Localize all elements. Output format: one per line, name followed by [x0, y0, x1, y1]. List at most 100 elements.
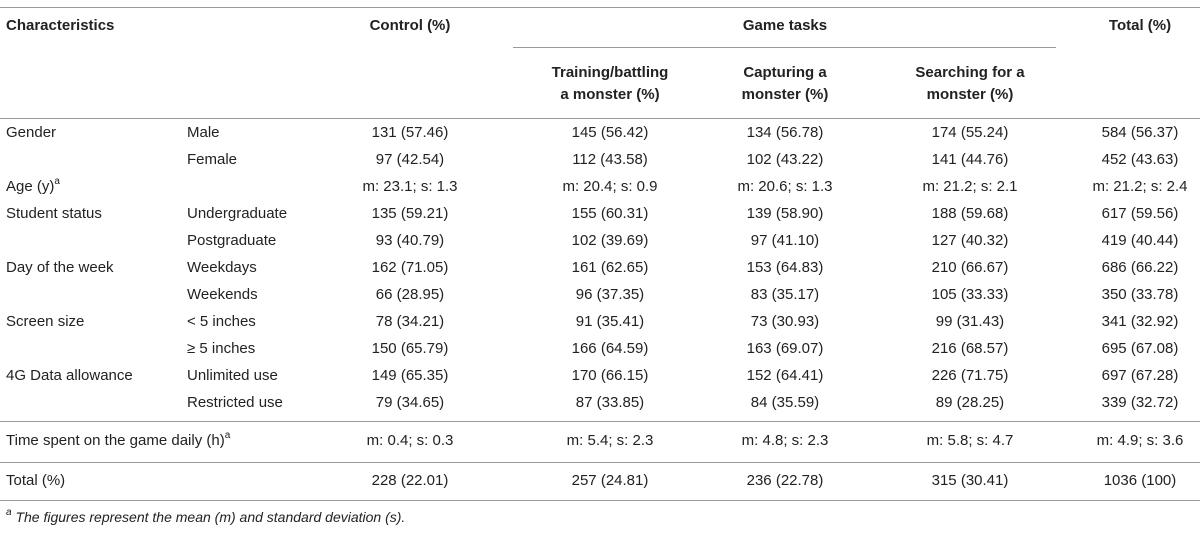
- row-sub-label: Female: [187, 151, 238, 168]
- row-capturing: m: 20.6; s: 1.3: [737, 178, 833, 195]
- row-sub-label: Undergraduate: [187, 205, 288, 222]
- time-row-label-text: Time spent on the game daily (h): [6, 432, 225, 449]
- row-total: 350 (33.78): [1101, 286, 1179, 303]
- total-row-searching: 315 (30.41): [931, 472, 1009, 489]
- time-row-label-sup: a: [224, 430, 231, 441]
- row-searching: 89 (28.25): [935, 394, 1005, 411]
- header-characteristics: Characteristics: [6, 17, 115, 34]
- row-group-label: 4G Data allowance: [6, 367, 133, 384]
- row-training: 155 (60.31): [571, 205, 649, 222]
- row-searching: 188 (59.68): [931, 205, 1009, 222]
- row-training: 170 (66.15): [571, 367, 649, 384]
- row-sub-label: Weekends: [187, 286, 258, 303]
- row-control: 162 (71.05): [371, 259, 449, 276]
- row-control: 131 (57.46): [371, 124, 449, 141]
- row-total: 341 (32.92): [1101, 313, 1179, 330]
- row-training: 166 (64.59): [571, 340, 649, 357]
- row-sub-label: ≥ 5 inches: [187, 340, 256, 357]
- row-total: 697 (67.28): [1101, 367, 1179, 384]
- row-group-label: Day of the week: [6, 259, 114, 276]
- row-searching: 141 (44.76): [931, 151, 1009, 168]
- table-bottom-rule: [0, 500, 1200, 501]
- row-total: 452 (43.63): [1101, 151, 1179, 168]
- row-group-label-sup: a: [54, 176, 60, 187]
- header-bottom-rule: [0, 118, 1200, 119]
- row-searching: 127 (40.32): [931, 232, 1009, 249]
- header-total: Total (%): [1108, 17, 1172, 34]
- total-row-control: 228 (22.01): [371, 472, 449, 489]
- row-searching: 105 (33.33): [931, 286, 1009, 303]
- row-capturing: 139 (58.90): [746, 205, 824, 222]
- header-task-capturing-line1: Capturing a: [743, 64, 827, 81]
- row-training: 161 (62.65): [571, 259, 649, 276]
- row-control: 97 (42.54): [375, 151, 445, 168]
- row-capturing: 163 (69.07): [746, 340, 824, 357]
- row-sub-label: Restricted use: [187, 394, 283, 411]
- row-total: 339 (32.72): [1101, 394, 1179, 411]
- row-control: 150 (65.79): [371, 340, 449, 357]
- row-capturing: 84 (35.59): [750, 394, 820, 411]
- row-capturing: 102 (43.22): [746, 151, 824, 168]
- row-total: 695 (67.08): [1101, 340, 1179, 357]
- time-row-training: m: 5.4; s: 2.3: [566, 432, 654, 449]
- row-total: m: 21.2; s: 2.4: [1092, 178, 1188, 195]
- total-row-capturing: 236 (22.78): [746, 472, 824, 489]
- row-sub-label: Weekdays: [187, 259, 257, 276]
- header-game-tasks: Game tasks: [742, 17, 828, 34]
- header-task-capturing-line2: monster (%): [741, 86, 829, 103]
- total-row-label: Total (%): [6, 472, 66, 489]
- row-training: 102 (39.69): [571, 232, 649, 249]
- row-training: m: 20.4; s: 0.9: [562, 178, 658, 195]
- time-row-capturing: m: 4.8; s: 2.3: [741, 432, 829, 449]
- row-capturing: 97 (41.10): [750, 232, 820, 249]
- row-group-label: Age (y)a: [6, 177, 186, 197]
- row-searching: 99 (31.43): [935, 313, 1005, 330]
- row-sub-label: Postgraduate: [187, 232, 277, 249]
- row-total: 686 (66.22): [1101, 259, 1179, 276]
- row-group-label: Gender: [6, 124, 57, 141]
- row-total: 419 (40.44): [1101, 232, 1179, 249]
- row-group-label: Screen size: [6, 313, 85, 330]
- row-capturing: 83 (35.17): [750, 286, 820, 303]
- row-group-label-text: Age (y): [6, 178, 55, 195]
- row-control: 135 (59.21): [371, 205, 449, 222]
- time-row-searching: m: 5.8; s: 4.7: [926, 432, 1014, 449]
- row-training: 96 (37.35): [575, 286, 645, 303]
- row-control: 78 (34.21): [375, 313, 445, 330]
- row-searching: 174 (55.24): [931, 124, 1009, 141]
- row-control: 66 (28.95): [375, 286, 445, 303]
- row-total: 584 (56.37): [1101, 124, 1179, 141]
- row-control: 93 (40.79): [375, 232, 445, 249]
- row-capturing: 73 (30.93): [750, 313, 820, 330]
- table-top-rule: [0, 7, 1200, 8]
- row-capturing: 153 (64.83): [746, 259, 824, 276]
- row-group-label: Student status: [6, 205, 102, 222]
- row-control: 149 (65.35): [371, 367, 449, 384]
- time-row-total: m: 4.9; s: 3.6: [1096, 432, 1184, 449]
- row-control: 79 (34.65): [375, 394, 445, 411]
- header-task-searching-line1: Searching for a: [915, 64, 1025, 81]
- row-searching: 226 (71.75): [931, 367, 1009, 384]
- header-task-searching-line2: monster (%): [926, 86, 1014, 103]
- row-searching: 210 (66.67): [931, 259, 1009, 276]
- row-total: 617 (59.56): [1101, 205, 1179, 222]
- row-control: m: 23.1; s: 1.3: [362, 178, 458, 195]
- row-training: 87 (33.85): [575, 394, 645, 411]
- row-training: 112 (43.58): [572, 151, 648, 168]
- time-row-control: m: 0.4; s: 0.3: [366, 432, 454, 449]
- header-task-training-line1: Training/battling: [551, 64, 669, 81]
- row-searching: m: 21.2; s: 2.1: [922, 178, 1018, 195]
- body-bottom-rule: [0, 421, 1200, 422]
- header-control: Control (%): [369, 17, 451, 34]
- row-capturing: 152 (64.41): [746, 367, 824, 384]
- row-training: 91 (35.41): [575, 313, 645, 330]
- game-tasks-rule: [513, 47, 1056, 48]
- row-sub-label: Male: [187, 124, 220, 141]
- header-task-training-line2: a monster (%): [560, 86, 660, 103]
- footnote-marker: a: [6, 507, 12, 519]
- row-sub-label: < 5 inches: [187, 313, 256, 330]
- time-row-bottom-rule: [0, 462, 1200, 463]
- table-footnote: a The figures represent the mean (m) and…: [6, 507, 405, 527]
- row-searching: 216 (68.57): [931, 340, 1009, 357]
